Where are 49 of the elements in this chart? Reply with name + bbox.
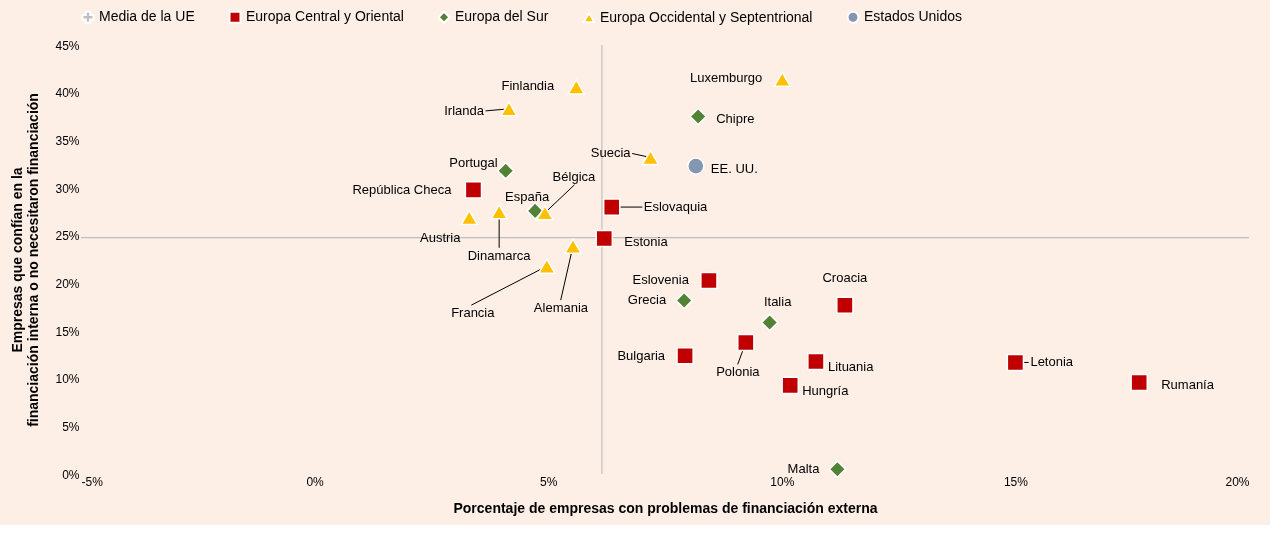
- x-tick-label: 15%: [1003, 474, 1029, 489]
- annotation: Alemania: [533, 300, 589, 316]
- annotation: República Checa: [352, 181, 453, 197]
- y-tick-label: 35%: [55, 133, 80, 148]
- annotation: Eslovaquia: [643, 199, 709, 215]
- y-tick-label: 40%: [55, 86, 80, 101]
- y-axis-title: Empresas que confían en la financiación interna o no necesitaron financiación: [9, 93, 42, 427]
- x-tick-label: 0%: [306, 474, 325, 489]
- annotation: Estonia: [624, 233, 669, 249]
- annotation: Bélgica: [552, 168, 597, 184]
- annotation: Lituania: [827, 358, 875, 374]
- y-tick-label: 45%: [55, 38, 80, 53]
- y-tick-label: 30%: [55, 181, 80, 196]
- annotation: Rumanía: [1161, 377, 1215, 393]
- annotation: Hungría: [802, 383, 850, 399]
- x-tick-label: -5%: [81, 474, 104, 489]
- annotation: Suecia: [590, 145, 632, 161]
- annotation: Finlandia: [501, 77, 555, 93]
- annotation: Austria: [420, 229, 462, 245]
- x-tick-label: 10%: [770, 474, 795, 489]
- annotation: Chipre: [716, 110, 755, 126]
- y-tick-label: 10%: [55, 372, 80, 387]
- y-tick-label: 25%: [55, 229, 80, 244]
- legend-label: Media de la UE: [99, 8, 195, 25]
- annotation: Eslovenia: [632, 272, 690, 288]
- legend-label: Europa Occidental y Septentrional: [600, 8, 813, 25]
- annotation: Bulgaria: [617, 347, 666, 363]
- annotation: Croacia: [822, 270, 869, 286]
- annotation: Italia: [763, 294, 793, 310]
- annotation: EE. UU.: [710, 161, 758, 177]
- y-tick-label: 5%: [62, 419, 80, 434]
- legend-label: Europa del Sur: [455, 8, 549, 25]
- annotation: España: [505, 188, 550, 204]
- annotation: Dinamarca: [467, 247, 532, 263]
- x-tick-label: 5%: [540, 474, 558, 489]
- annotation: Malta: [787, 461, 821, 477]
- x-tick-label: 20%: [1225, 474, 1250, 489]
- annotation: Luxemburgo: [689, 70, 763, 86]
- annotation: Portugal: [449, 154, 498, 170]
- annotation: Irlanda: [444, 102, 485, 118]
- annotation: Letonia: [1030, 354, 1074, 370]
- annotation: Polonia: [716, 364, 761, 380]
- annotation: Francia: [451, 305, 496, 321]
- annotation: Grecia: [627, 292, 667, 308]
- legend-label: Estados Unidos: [864, 8, 963, 25]
- x-axis-title: Porcentaje de empresas con problemas de financiación externa: [453, 499, 878, 516]
- legend-label: Europa Central y Oriental: [246, 8, 404, 25]
- y-tick-label: 15%: [55, 324, 80, 339]
- y-tick-label: 20%: [55, 276, 80, 291]
